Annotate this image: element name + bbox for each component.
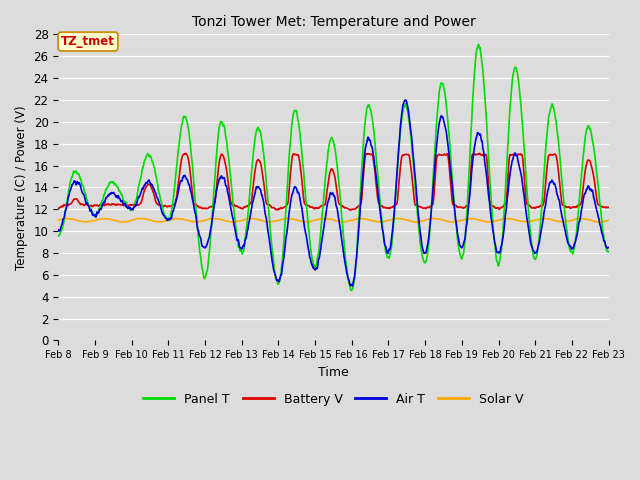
Y-axis label: Temperature (C) / Power (V): Temperature (C) / Power (V) [15, 105, 28, 270]
Solar V [177, 216, 184, 222]
Air T [492, 242, 499, 248]
Solar V [540, 216, 548, 222]
Battery V [177, 162, 184, 168]
Panel T [475, 41, 483, 47]
Battery V [239, 206, 246, 212]
Line: Solar V: Solar V [58, 218, 609, 222]
Air T [177, 178, 184, 184]
Solar V [492, 218, 499, 224]
Solar V [54, 217, 62, 223]
Solar V [605, 217, 612, 223]
Panel T [540, 170, 548, 176]
Solar V [420, 218, 428, 224]
Battery V [182, 150, 190, 156]
Air T [54, 227, 62, 233]
Air T [163, 217, 171, 223]
Solar V [163, 217, 171, 223]
Air T [605, 245, 612, 251]
Battery V [54, 206, 62, 212]
Solar V [238, 217, 246, 223]
Panel T [163, 217, 171, 223]
Battery V [492, 205, 499, 211]
Title: Tonzi Tower Met: Temperature and Power: Tonzi Tower Met: Temperature and Power [191, 15, 476, 29]
Air T [420, 249, 428, 254]
Air T [238, 246, 246, 252]
Line: Panel T: Panel T [58, 44, 609, 290]
Panel T [605, 249, 612, 255]
Panel T [492, 248, 499, 254]
Panel T [419, 256, 427, 262]
Solar V [284, 216, 292, 221]
Legend: Panel T, Battery V, Air T, Solar V: Panel T, Battery V, Air T, Solar V [138, 388, 529, 411]
Air T [349, 283, 356, 289]
Panel T [54, 233, 62, 239]
Battery V [273, 207, 281, 213]
Battery V [605, 204, 612, 210]
X-axis label: Time: Time [318, 366, 349, 379]
Text: TZ_tmet: TZ_tmet [61, 35, 115, 48]
Line: Air T: Air T [58, 100, 609, 286]
Battery V [540, 199, 548, 204]
Panel T [238, 251, 246, 257]
Panel T [348, 288, 355, 293]
Air T [402, 97, 410, 103]
Air T [540, 210, 548, 216]
Battery V [420, 205, 428, 211]
Battery V [163, 204, 171, 210]
Panel T [177, 129, 184, 135]
Solar V [412, 219, 420, 225]
Line: Battery V: Battery V [58, 153, 609, 210]
